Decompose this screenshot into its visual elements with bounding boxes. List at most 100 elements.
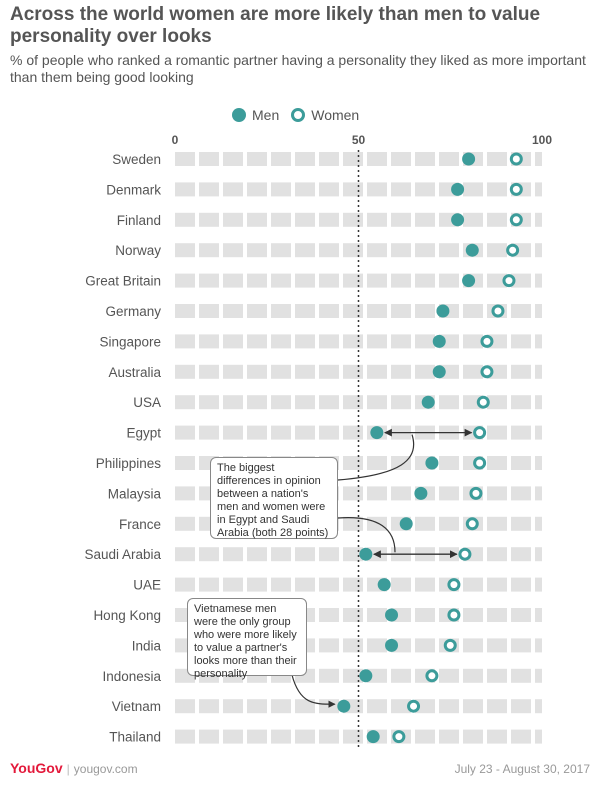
men-point	[462, 152, 476, 166]
women-point	[447, 608, 461, 622]
row-band	[247, 273, 267, 288]
row-band	[295, 425, 315, 440]
row-band	[295, 364, 315, 379]
row-band	[487, 699, 507, 714]
row-band	[199, 425, 219, 440]
row-band	[319, 608, 339, 622]
category-label: Finland	[117, 213, 161, 228]
category-label: Hong Kong	[93, 608, 161, 623]
legend-item-men: Men	[232, 107, 279, 123]
row-band	[295, 577, 315, 592]
row-band	[415, 729, 435, 744]
row-band	[223, 425, 243, 440]
callout-line-saudi	[337, 517, 396, 553]
row-band	[439, 456, 459, 470]
row-band	[367, 364, 387, 379]
men-point	[359, 547, 373, 561]
row-band	[415, 152, 435, 166]
row-band	[199, 152, 219, 166]
row-band	[439, 395, 459, 410]
row-band	[175, 152, 195, 166]
row-band	[487, 243, 507, 258]
row-band	[535, 425, 542, 440]
row-band	[271, 243, 291, 258]
row-band	[175, 304, 195, 318]
row-band	[343, 334, 363, 349]
row-band	[199, 182, 219, 197]
row-band	[391, 212, 411, 227]
row-band	[367, 243, 387, 258]
row-band	[199, 243, 219, 258]
row-band	[487, 516, 507, 531]
row-band	[319, 395, 339, 410]
row-band	[487, 212, 507, 227]
row-band	[367, 486, 387, 501]
row-band	[199, 334, 219, 349]
row-band	[367, 699, 387, 714]
row-band	[295, 547, 315, 562]
row-band	[415, 304, 435, 318]
row-band	[175, 273, 195, 288]
category-label: Singapore	[99, 334, 161, 349]
men-point	[385, 608, 399, 622]
row-band	[415, 638, 435, 653]
row-band	[535, 152, 542, 166]
row-band	[439, 486, 459, 501]
row-band	[511, 273, 531, 288]
x-tick-label: 50	[352, 133, 366, 147]
row-band	[439, 243, 459, 258]
footer-separator: |	[66, 762, 70, 776]
category-label: Thailand	[109, 730, 161, 745]
row-band	[439, 729, 459, 744]
women-point	[502, 274, 516, 288]
row-band	[439, 516, 459, 531]
row-band	[319, 273, 339, 288]
row-band	[535, 486, 542, 501]
row-band	[343, 304, 363, 318]
row-band	[343, 395, 363, 410]
row-band	[343, 486, 363, 501]
row-band	[343, 182, 363, 197]
row-band	[391, 273, 411, 288]
row-band	[223, 152, 243, 166]
men-point	[421, 395, 435, 409]
chart-subtitle: % of people who ranked a romantic partne…	[10, 52, 586, 85]
row-band	[439, 699, 459, 714]
row-band	[247, 699, 267, 714]
row-band	[463, 699, 483, 714]
row-band	[367, 182, 387, 197]
x-tick-label: 100	[532, 133, 552, 147]
row-band	[439, 668, 459, 683]
row-band	[247, 425, 267, 440]
row-band	[295, 304, 315, 318]
row-band	[199, 547, 219, 562]
row-band	[295, 152, 315, 166]
row-band	[247, 334, 267, 349]
row-band	[535, 273, 542, 288]
row-band	[319, 729, 339, 744]
women-point	[480, 365, 494, 379]
row-band	[271, 212, 291, 227]
row-band	[247, 304, 267, 318]
row-band	[247, 547, 267, 562]
row-band	[271, 273, 291, 288]
row-band	[343, 516, 363, 531]
row-band	[247, 212, 267, 227]
row-band	[535, 304, 542, 318]
row-band	[535, 182, 542, 197]
row-band	[391, 668, 411, 683]
row-band	[199, 273, 219, 288]
row-band	[175, 364, 195, 379]
row-band	[199, 729, 219, 744]
row-band	[511, 699, 531, 714]
row-band	[511, 608, 531, 622]
row-band	[199, 699, 219, 714]
category-label: Great Britain	[85, 274, 161, 289]
row-band	[175, 456, 195, 470]
women-point	[392, 730, 406, 744]
row-band	[175, 577, 195, 592]
men-point	[414, 486, 428, 500]
category-label: Norway	[115, 243, 161, 258]
row-band	[295, 273, 315, 288]
row-band	[487, 395, 507, 410]
